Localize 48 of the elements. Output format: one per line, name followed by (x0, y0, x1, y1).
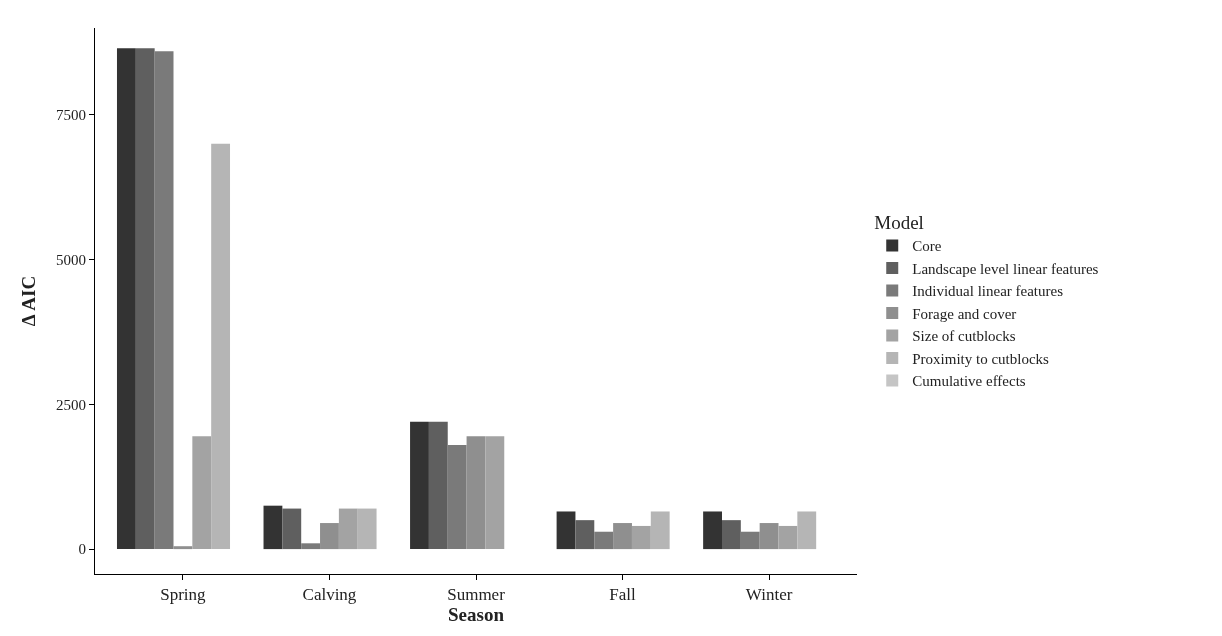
bar (173, 546, 193, 550)
legend-label: Cumulative effects (912, 373, 1026, 390)
x-tick-label: Summer (447, 585, 506, 605)
x-tick-label: Calving (302, 585, 357, 605)
bar (575, 520, 595, 550)
legend-label: Landscape level linear features (912, 260, 1099, 277)
y-tick-label: 2500 (56, 396, 86, 413)
legend-label: Proximity to cutblocks (912, 350, 1050, 367)
bar (282, 508, 302, 550)
bar (135, 48, 155, 550)
legend-label: Size of cutblocks (912, 328, 1016, 345)
bar (613, 523, 632, 550)
bar (703, 511, 722, 550)
y-tick-label: 5000 (56, 251, 86, 268)
y-tick-label: 7500 (56, 107, 86, 124)
bar (357, 508, 377, 550)
bar (466, 436, 486, 550)
x-axis-title: Season (448, 604, 505, 626)
bar (721, 520, 741, 550)
bar (650, 511, 670, 550)
bar (631, 525, 651, 550)
bar (797, 511, 817, 550)
bar (338, 508, 358, 550)
bar (301, 543, 321, 550)
y-axis-title: Δ AIC (17, 275, 39, 327)
bar (428, 421, 448, 550)
bar (211, 143, 231, 550)
bar (740, 531, 760, 550)
y-tick-label: 0 (78, 541, 86, 558)
legend-label: Core (912, 238, 942, 255)
x-tick-label: Spring (160, 585, 207, 605)
bar (447, 444, 467, 550)
bar (263, 505, 283, 550)
bar (594, 531, 614, 550)
bar (778, 525, 798, 550)
bar (410, 421, 429, 550)
bar (154, 51, 174, 550)
x-tick-label: Winter (745, 585, 793, 605)
bar (320, 523, 339, 550)
bar (556, 511, 576, 550)
legend-title: Model (874, 212, 924, 234)
legend-label: Individual linear features (912, 283, 1064, 300)
bar (192, 436, 212, 550)
legend-label: Forage and cover (912, 305, 1017, 322)
bar (759, 523, 779, 550)
bar (485, 436, 505, 550)
x-tick-label: Fall (609, 585, 637, 605)
bar (116, 48, 136, 550)
